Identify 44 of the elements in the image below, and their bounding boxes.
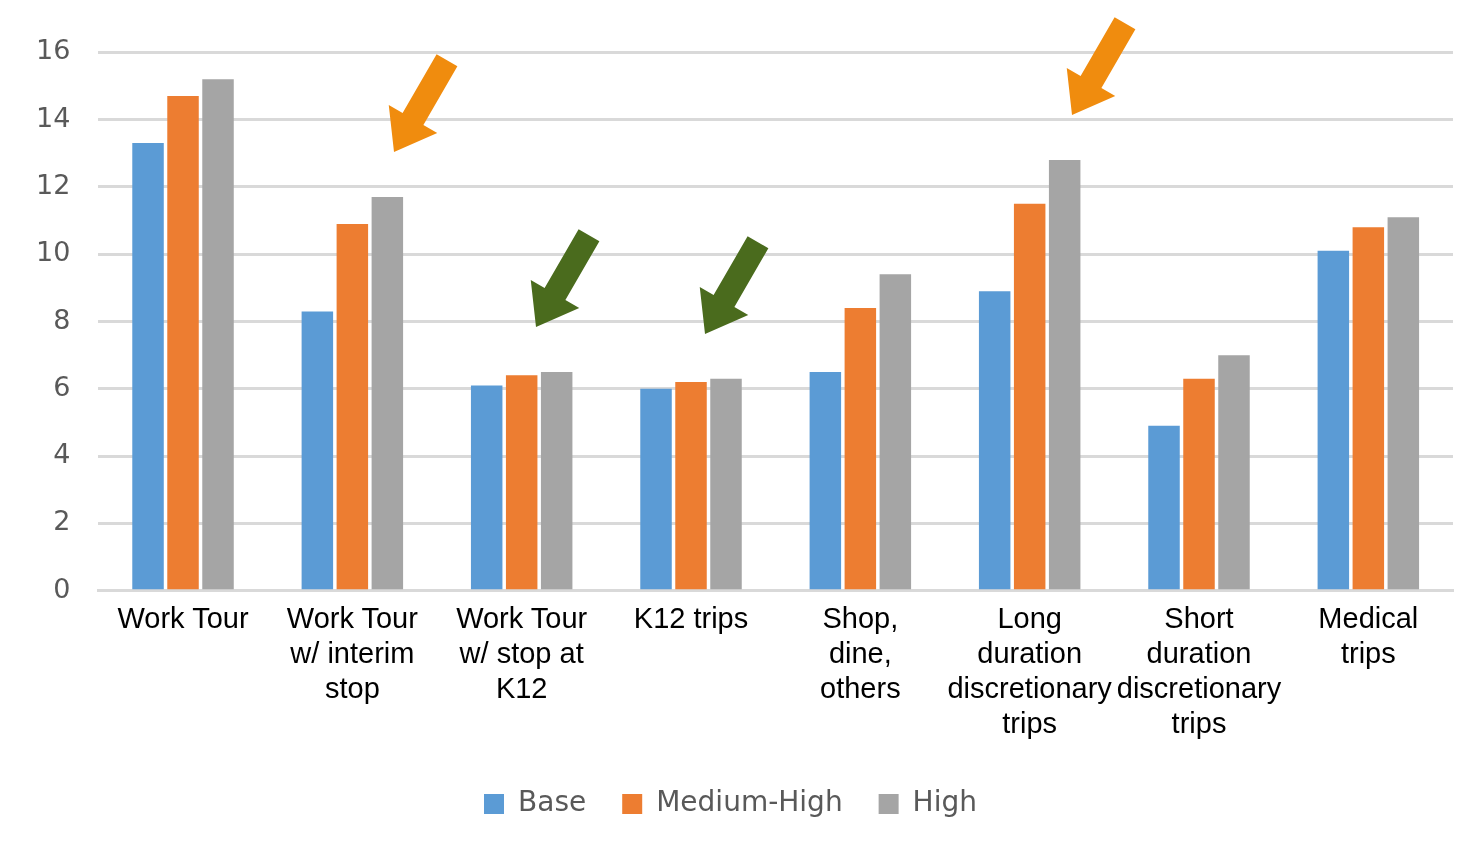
bar bbox=[132, 143, 164, 590]
bar bbox=[1183, 378, 1215, 590]
y-tick-label: 6 bbox=[53, 370, 71, 402]
y-tick-label: 16 bbox=[36, 34, 71, 66]
legend-label: Medium-High bbox=[656, 785, 843, 819]
bar bbox=[540, 371, 573, 590]
bar bbox=[809, 371, 842, 590]
y-tick-label: 10 bbox=[36, 236, 71, 268]
bar bbox=[1387, 217, 1420, 590]
x-tick-label: Long duration discretionary trips bbox=[947, 602, 1113, 739]
legend-label: High bbox=[912, 785, 977, 819]
bar bbox=[1352, 227, 1385, 590]
bar bbox=[1218, 355, 1250, 590]
bar bbox=[371, 196, 404, 590]
y-tick-label: 8 bbox=[53, 303, 71, 335]
bar bbox=[978, 291, 1011, 590]
x-tick-label: Shop, dine, others bbox=[820, 602, 901, 704]
bar bbox=[1048, 159, 1081, 590]
bar bbox=[202, 79, 234, 590]
y-tick-label: 12 bbox=[36, 168, 71, 200]
bar bbox=[675, 382, 707, 590]
bar bbox=[505, 375, 538, 590]
x-tick-label: Work Tour w/ interim stop bbox=[286, 602, 419, 704]
bar bbox=[1013, 203, 1046, 590]
y-tick-label: 4 bbox=[53, 438, 71, 470]
bar bbox=[301, 311, 334, 590]
x-tick-label: Medical trips bbox=[1318, 602, 1419, 669]
y-tick-label: 2 bbox=[53, 505, 71, 537]
bar bbox=[1317, 250, 1350, 590]
y-tick-label: 0 bbox=[53, 572, 71, 604]
bar bbox=[470, 385, 503, 590]
bar bbox=[710, 378, 742, 590]
legend-label: Base bbox=[518, 785, 587, 819]
bar bbox=[879, 274, 912, 590]
bar bbox=[336, 223, 369, 590]
bar bbox=[1148, 425, 1180, 590]
x-tick-label: Work Tour w/ stop at K12 bbox=[456, 602, 588, 704]
bar bbox=[640, 388, 672, 590]
x-tick-label: Work Tour bbox=[117, 602, 249, 635]
bar bbox=[167, 95, 199, 590]
x-tick-label: K12 trips bbox=[633, 602, 749, 635]
bar bbox=[844, 308, 877, 590]
y-tick-label: 14 bbox=[36, 101, 71, 133]
x-tick-label: Short duration discretionary trips bbox=[1116, 602, 1282, 739]
